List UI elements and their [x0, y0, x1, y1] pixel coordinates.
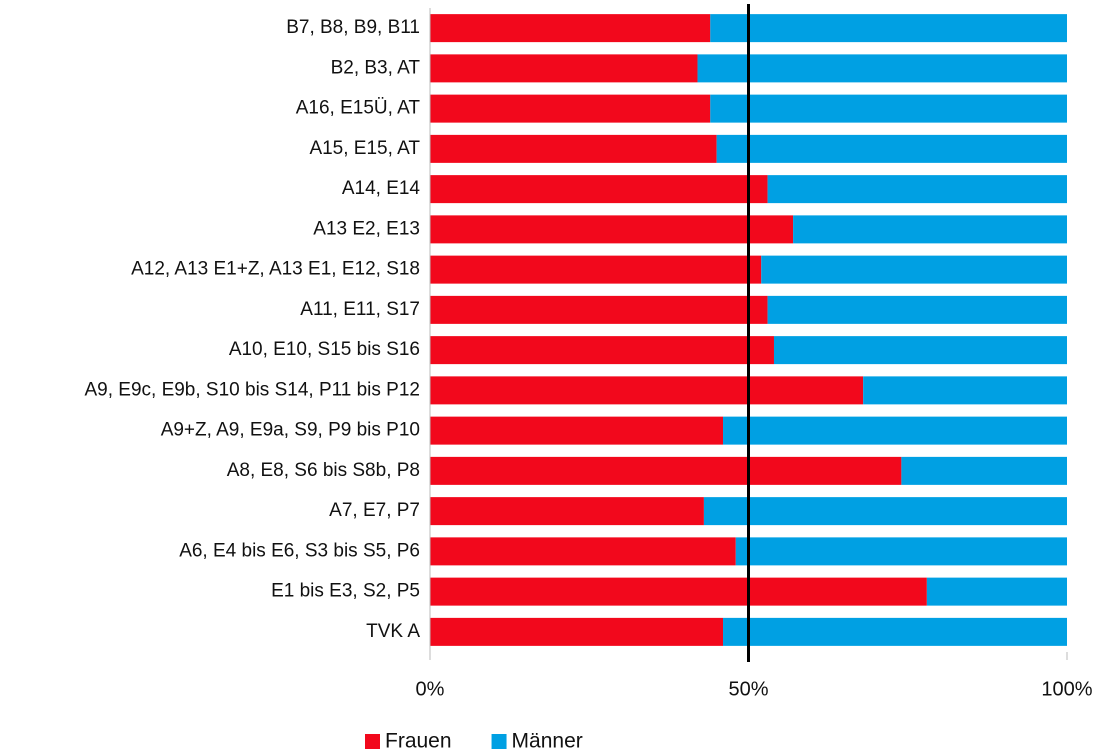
y-tick-label: TVK A [366, 621, 420, 642]
bar-segment [863, 376, 1067, 405]
y-tick-label: A12, A13 E1+Z, A13 E1, E12, S18 [131, 259, 420, 280]
bar-segment [710, 94, 1067, 123]
x-tick-label: 100% [1041, 678, 1092, 700]
bar-segment [767, 175, 1067, 204]
bar-segment [430, 54, 698, 83]
y-tick-label: E1 bis E3, S2, P5 [271, 581, 420, 602]
bar-segment [430, 537, 736, 566]
bar-segment [430, 14, 711, 43]
bar-segment [723, 416, 1067, 445]
bar-segment [697, 54, 1067, 83]
bar-segment [430, 175, 768, 204]
bar-segment [716, 134, 1067, 163]
bar-segment [430, 255, 762, 284]
y-tick-label: B7, B8, B9, B11 [286, 17, 420, 38]
y-tick-label: B2, B3, AT [331, 57, 421, 78]
bar-segment [761, 255, 1067, 284]
bar-segment [430, 617, 724, 646]
legend-swatch [365, 734, 380, 749]
bar-segment [926, 577, 1067, 606]
y-tick-label: A8, E8, S6 bis S8b, P8 [227, 460, 420, 481]
y-tick-label: A14, E14 [342, 178, 421, 199]
legend-label: Frauen [385, 730, 452, 753]
bar-segment [430, 295, 768, 324]
bar-segment [430, 134, 717, 163]
x-tick-label: 50% [728, 678, 768, 700]
bar-segment [430, 416, 724, 445]
bar-segment [793, 215, 1067, 244]
bar-segment [430, 336, 774, 365]
x-tick-label: 0% [416, 678, 445, 700]
bar-segment [773, 336, 1067, 365]
bar-segment [723, 617, 1067, 646]
y-tick-label: A10, E10, S15 bis S16 [229, 339, 420, 360]
bar-segment [430, 215, 794, 244]
bar-segment [901, 456, 1067, 485]
bar-segment [430, 577, 927, 606]
bar-segment [703, 497, 1067, 526]
y-tick-label: A9, E9c, E9b, S10 bis S14, P11 bis P12 [84, 379, 420, 400]
bar-segment [430, 376, 864, 405]
bar-segment [430, 497, 704, 526]
y-tick-label: A9+Z, A9, E9a, S9, P9 bis P10 [161, 420, 420, 441]
y-tick-label: A15, E15, AT [309, 138, 420, 159]
bar-segment [430, 94, 711, 123]
legend-label: Männer [512, 730, 583, 753]
y-tick-label: A13 E2, E13 [313, 218, 420, 239]
y-tick-label: A11, E11, S17 [300, 299, 420, 320]
bar-segment [735, 537, 1067, 566]
y-tick-label: A6, E4 bis E6, S3 bis S5, P6 [179, 540, 420, 561]
bar-segment [430, 456, 902, 485]
y-tick-label: A16, E15Ü, AT [296, 98, 421, 119]
bar-segment [710, 14, 1067, 43]
legend-swatch [491, 734, 507, 749]
y-tick-label: A7, E7, P7 [329, 500, 420, 521]
bar-segment [767, 295, 1067, 324]
